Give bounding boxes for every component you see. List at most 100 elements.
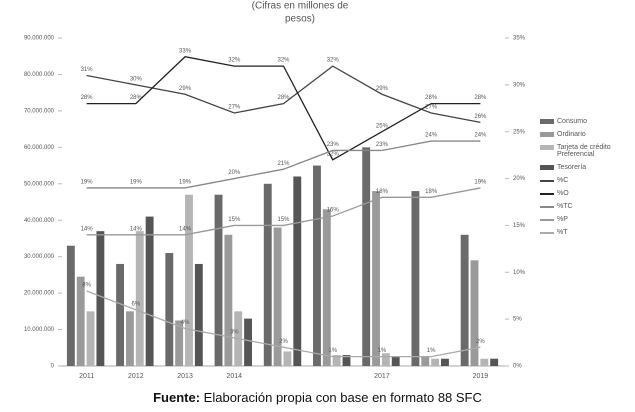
data-label: 27% [228,105,241,111]
legend-label: %T [557,229,568,236]
bar [470,260,479,366]
y-tick-label: 80.000.000 [24,72,55,78]
y-tick-label: 50.000.000 [24,181,55,187]
bar [76,276,85,366]
legend-swatch [540,165,554,170]
line [86,140,481,189]
data-label: 4% [181,320,190,326]
legend-swatch [540,206,554,208]
data-label: 23% [327,142,340,148]
data-label: 27% [425,105,438,111]
x-tick-label: 2019 [473,373,489,380]
data-label: 14% [130,226,143,232]
legend: Consumo Ordinario Tarjeta de crédito Prefe… [540,118,630,242]
data-label: 3% [230,329,239,335]
bar [135,231,144,366]
data-label: 24% [425,133,438,139]
y-tick-label: 30.000.000 [24,254,55,260]
legend-item: %T [540,229,630,236]
legend-label: Tesorería [557,164,587,171]
y-tick-label: 20.000.000 [24,291,55,297]
legend-label: Tarjeta de crédito Preferencial [557,144,611,158]
legend-swatch [540,180,554,182]
y2-tick-label: 30% [513,82,526,88]
data-label: 1% [378,348,387,354]
data-label: 16% [327,208,340,214]
data-label: 18% [376,189,389,195]
bar [244,318,252,366]
legend-label: Ordinario [557,131,586,138]
data-label: 15% [277,217,290,223]
bar [283,351,292,366]
data-label: 33% [179,48,192,54]
data-label: 32% [277,58,290,64]
bar [313,165,321,366]
legend-item: Tarjeta de crédito Preferencial [540,144,630,158]
data-label: 2% [476,339,485,345]
data-label: 19% [179,180,192,186]
legend-item: %P [540,216,630,223]
y2-tick-label: 0% [513,364,522,370]
data-label: 19% [81,180,94,186]
data-label: 28% [81,95,94,101]
legend-swatch [540,119,554,124]
bar [391,356,400,366]
bar [116,263,125,366]
bar [293,176,302,366]
bar [194,263,203,366]
bar [86,311,95,366]
legend-swatch [540,132,554,137]
data-label: 32% [228,58,241,64]
source-text: Elaboración propia con base en formato 8… [203,390,482,405]
data-label: 14% [81,226,94,232]
y2-tick-label: 20% [513,176,526,182]
x-tick-label: 2011 [79,373,94,380]
legend-item: Tesorería [540,164,630,171]
data-label: 14% [179,226,192,232]
data-label: 15% [228,217,241,223]
bar [372,191,380,366]
data-label: 20% [228,170,241,176]
legend-label: %O [557,190,569,197]
bar [185,194,193,366]
x-tick-label: 2014 [226,373,242,380]
bar [362,147,371,366]
chart-title: pesos) [285,14,315,25]
legend-item: Consumo [540,118,630,125]
legend-swatch [540,145,554,150]
data-label: 28% [474,95,487,101]
bar [263,183,272,366]
legend-swatch [540,232,554,234]
data-label: 18% [425,189,438,195]
data-label: 28% [277,95,290,101]
source: Fuente: Elaboración propia con base en f… [0,390,635,405]
data-label: 25% [376,123,389,129]
data-label: 30% [130,76,143,82]
data-label: 6% [131,301,140,307]
legend-swatch [540,219,554,221]
data-label: 19% [474,180,487,186]
bar [66,245,75,366]
data-label: 28% [425,95,438,101]
data-label: 31% [81,67,94,73]
data-label: 28% [130,95,143,101]
line [86,56,481,161]
source-label: Fuente: [153,390,201,405]
data-label: 29% [179,86,192,92]
y-tick-label: 10.000.000 [24,327,55,333]
bar [342,355,351,366]
bar [175,320,184,366]
legend-label: %TC [557,203,573,210]
bar [411,191,420,366]
legend-item: %TC [540,203,630,210]
legend-swatch [540,193,554,195]
chart-title: (Cifras en millones de [252,1,349,12]
legend-label: %P [557,216,568,223]
data-label: 23% [376,142,389,148]
legend-label: %C [557,177,569,184]
bar [96,231,105,366]
x-tick-label: 2017 [374,373,390,380]
data-label: 21% [277,161,290,167]
